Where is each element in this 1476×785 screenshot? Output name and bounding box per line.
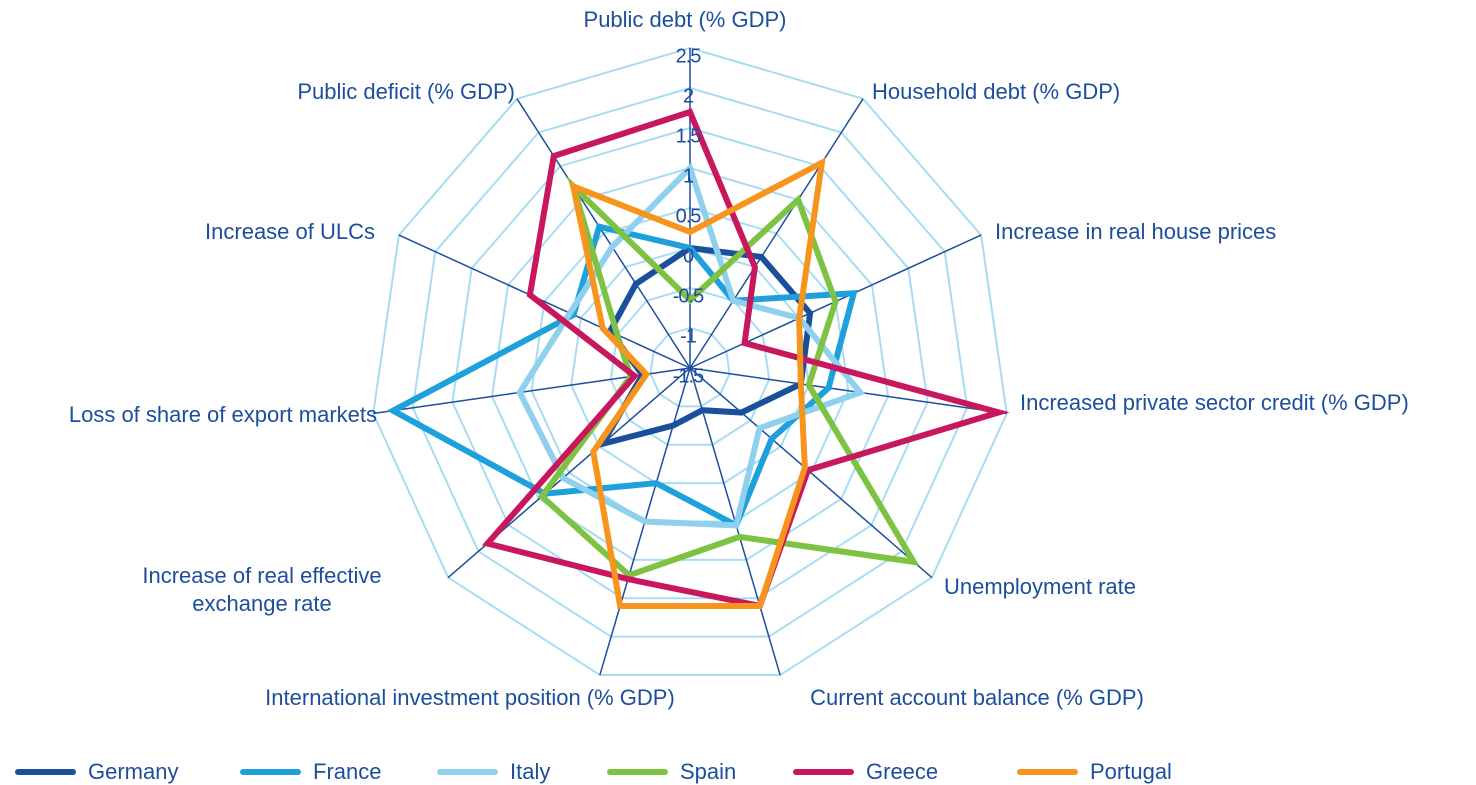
axis-line <box>689 98 864 369</box>
legend-label: Germany <box>88 759 178 784</box>
axis-line <box>689 367 933 579</box>
legend-label: Italy <box>510 759 550 784</box>
grid-ring <box>491 166 889 561</box>
series-line <box>516 162 866 529</box>
category-label: Increase in real house prices <box>995 219 1277 244</box>
series-line <box>596 244 814 449</box>
axis-line <box>516 98 691 369</box>
category-label: Current account balance (% GDP) <box>810 685 1144 710</box>
axis-line <box>689 367 1007 415</box>
tick-label: 2.5 <box>676 45 702 67</box>
category-label: International investment position (% GDP… <box>265 685 675 710</box>
category-label: Unemployment rate <box>944 574 1136 599</box>
category-label: Increase of real effective exchange rate <box>142 563 382 616</box>
tick-label: 0.5 <box>676 205 702 227</box>
legend-label: Greece <box>866 759 938 784</box>
tick-label: 0 <box>683 245 694 267</box>
series-line <box>537 176 920 579</box>
category-label: Household debt (% GDP) <box>872 79 1121 104</box>
grid-ring <box>609 286 771 446</box>
axis-line <box>398 234 691 369</box>
category-label: Loss of share of export markets <box>68 402 377 427</box>
tick-label: 1 <box>683 165 694 187</box>
series-line <box>386 223 858 530</box>
category-label: Increased private sector credit (% GDP) <box>1020 390 1409 415</box>
category-label: Increase of ULCs <box>205 219 375 244</box>
tick-label: 1.5 <box>676 125 702 147</box>
tick-label: 2 <box>683 85 694 107</box>
grid-ring <box>411 86 969 638</box>
legend-label: Portugal <box>1090 759 1172 784</box>
grid-ring <box>649 326 731 408</box>
grid-ring <box>570 246 810 485</box>
tick-label: -0.5 <box>673 285 704 307</box>
tick-label: -1.5 <box>673 365 704 387</box>
legend-label: France <box>313 759 381 784</box>
grid-ring <box>451 126 929 600</box>
grid-ring <box>372 46 1008 677</box>
tick-label: -1 <box>680 325 697 347</box>
category-label: Public debt (% GDP) <box>583 7 787 32</box>
category-label: Public deficit (% GDP) <box>297 79 515 104</box>
series-line <box>569 157 826 609</box>
series-line <box>481 108 1010 610</box>
legend-label: Spain <box>680 759 736 784</box>
